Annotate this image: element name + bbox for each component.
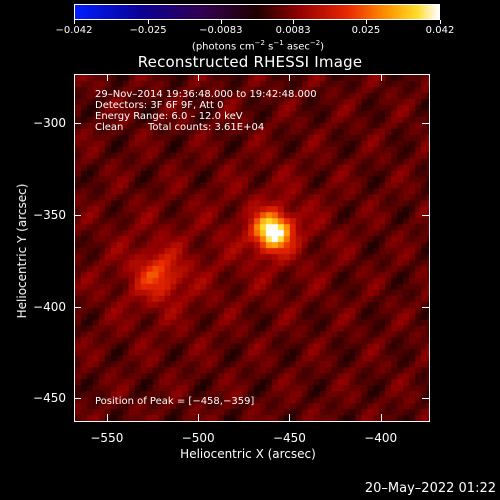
colorbar-gradient — [74, 4, 440, 20]
timestamp: 20–May–2022 01:22 — [364, 481, 496, 496]
x-axis-tick — [198, 74, 199, 81]
y-axis-tick-label: −350 — [33, 208, 66, 223]
y-axis-tick — [74, 307, 81, 308]
colorbar-tick-label: −0.042 — [55, 25, 93, 36]
y-axis-title: Heliocentric Y (arcsec) — [15, 183, 29, 319]
info-clean-method: Clean — [95, 122, 124, 133]
x-axis-tick — [198, 414, 199, 421]
colorbar-tick — [440, 20, 441, 24]
y-axis-tick — [422, 398, 429, 399]
colorbar-tick-label: 0.0083 — [275, 25, 311, 36]
x-axis-tick — [289, 74, 290, 81]
plot-title: Reconstructed RHESSI Image — [137, 53, 363, 71]
info-peak-position: Position of Peak = [−458,−359] — [95, 396, 255, 407]
colorbar-tick — [366, 20, 367, 24]
colorbar-tick-label: −0.025 — [129, 25, 167, 36]
x-axis-tick — [107, 74, 108, 81]
info-total-counts: Total counts: 3.61E+04 — [148, 122, 265, 133]
x-axis-tick — [381, 414, 382, 421]
x-axis-tick — [381, 74, 382, 81]
y-axis-tick-label: −450 — [33, 391, 66, 406]
y-axis-tick — [422, 215, 429, 216]
x-axis-tick — [107, 414, 108, 421]
info-detectors: Detectors: 3F 6F 9F, Att 0 — [95, 100, 224, 111]
colorbar-tick — [74, 20, 75, 24]
colorbar-tick-label: 0.025 — [351, 25, 381, 36]
y-axis-tick — [422, 123, 429, 124]
x-axis-tick — [289, 414, 290, 421]
colorbar-tick-label: 0.042 — [425, 25, 455, 36]
colorbar-unit-label: (photons cm−2 s−1 asec−2) — [191, 39, 325, 53]
colorbar-tick — [293, 20, 294, 24]
y-axis-tick-label: −300 — [33, 116, 66, 131]
y-axis-tick — [422, 307, 429, 308]
colorbar-tick — [148, 20, 149, 24]
colorbar-tick-label: −0.0083 — [199, 25, 243, 36]
colorbar-tick — [221, 20, 222, 24]
x-axis-tick-label: −500 — [181, 431, 215, 445]
image-plot-area: 29–Nov–2014 19:36:48.000 to 19:42:48.000… — [74, 74, 430, 422]
info-energy-range: Energy Range: 6.0 – 12.0 keV — [95, 111, 243, 122]
x-axis-title: Heliocentric X (arcsec) — [180, 447, 316, 461]
x-axis-tick-label: −450 — [272, 431, 306, 445]
y-axis-tick — [74, 215, 81, 216]
y-axis-tick-label: −400 — [33, 299, 66, 314]
colorbar — [74, 4, 440, 20]
y-axis-tick — [74, 123, 81, 124]
info-time-range: 29–Nov–2014 19:36:48.000 to 19:42:48.000 — [95, 89, 317, 100]
y-axis-tick — [74, 398, 81, 399]
rhessi-image — [75, 75, 429, 421]
x-axis-tick-label: −550 — [90, 431, 124, 445]
x-axis-tick-label: −400 — [364, 431, 398, 445]
